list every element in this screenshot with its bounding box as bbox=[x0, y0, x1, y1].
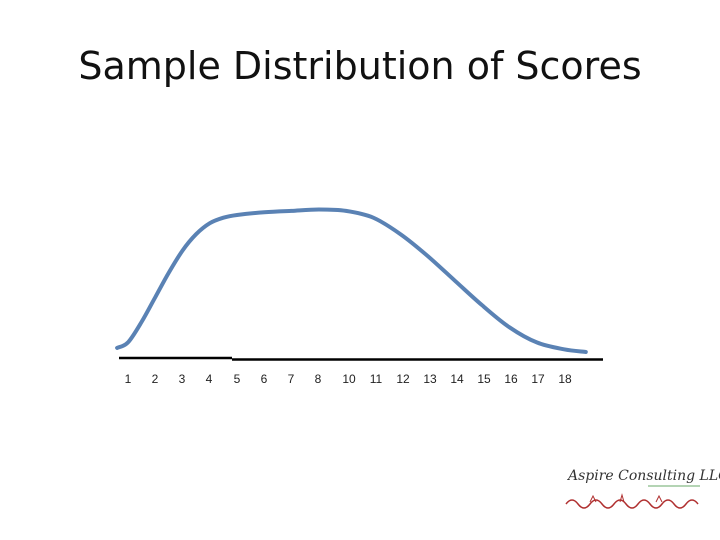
x-tick-label: 5 bbox=[234, 372, 241, 386]
logo-text: Aspire Consulting LLC bbox=[568, 468, 720, 484]
x-tick-label: 12 bbox=[396, 372, 410, 386]
x-tick-label: 2 bbox=[152, 372, 159, 386]
curve-layer bbox=[115, 207, 588, 354]
x-tick-label: 18 bbox=[558, 372, 572, 386]
x-tick-label: 1 bbox=[125, 372, 132, 386]
x-tick-label: 8 bbox=[315, 372, 322, 386]
x-tick-label: 16 bbox=[504, 372, 518, 386]
x-tick-label: 17 bbox=[531, 372, 545, 386]
x-tick-label: 10 bbox=[342, 372, 356, 386]
distribution-curve bbox=[115, 207, 588, 354]
slide-title: Sample Distribution of Scores bbox=[78, 44, 642, 88]
x-tick-label: 11 bbox=[370, 372, 383, 386]
x-tick-label: 15 bbox=[477, 372, 491, 386]
axis-layer bbox=[119, 356, 603, 361]
x-tick-label: 14 bbox=[450, 372, 464, 386]
tick-label-layer: 1 2 3 4 5 6 7 8 10 11 12 13 14 15 16 17 18 bbox=[125, 372, 572, 386]
company-logo: Aspire Consulting LLC bbox=[560, 462, 720, 522]
logo-signature-mark bbox=[565, 485, 700, 509]
x-tick-label: 7 bbox=[288, 372, 295, 386]
x-tick-label: 6 bbox=[261, 372, 268, 386]
x-tick-label: 13 bbox=[423, 372, 437, 386]
x-tick-label: 4 bbox=[206, 372, 213, 386]
x-tick-label: 3 bbox=[179, 372, 186, 386]
